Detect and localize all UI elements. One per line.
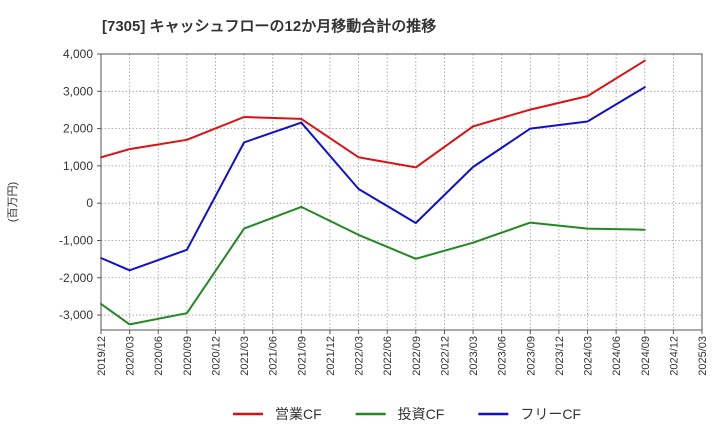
x-tick-label: 2022/06 (382, 336, 394, 376)
series-lines (100, 59, 646, 326)
plot-frame (100, 53, 703, 331)
x-tick-label: 2020/12 (210, 336, 222, 376)
x-tick-label: 2022/09 (411, 336, 423, 376)
y-tick-label: 4,000 (63, 47, 93, 61)
legend-label: 投資CF (398, 406, 445, 422)
y-tick-label: 1,000 (63, 159, 93, 173)
y-tick-label: 3,000 (63, 84, 93, 98)
x-tick-label: 2023/09 (525, 336, 537, 376)
series-line (100, 205, 646, 326)
x-tick-label: 2022/03 (354, 336, 366, 376)
y-tick-label: -1,000 (59, 233, 93, 247)
x-tick-label: 2024/09 (640, 336, 652, 376)
x-tick-label: 2024/03 (583, 336, 595, 376)
x-tick-label: 2021/03 (239, 336, 251, 376)
x-tick-label: 2020/03 (125, 336, 137, 376)
x-tick-label: 2021/12 (325, 336, 337, 376)
x-tick-label: 2024/06 (611, 336, 623, 376)
x-tick-label: 2022/12 (439, 336, 451, 376)
x-tick-label: 2023/03 (468, 336, 480, 376)
legend-label: フリーCF (520, 406, 581, 422)
x-tick-label: 2019/12 (96, 336, 108, 376)
y-tick-label: -3,000 (59, 308, 93, 322)
x-tick-label: 2021/09 (296, 336, 308, 376)
x-tick-label: 2020/06 (153, 336, 165, 376)
legend-label: 営業CF (275, 406, 322, 422)
x-tick-label: 2023/12 (554, 336, 566, 376)
y-axis-label: (百万円) (7, 182, 19, 222)
y-tick-label: -2,000 (59, 271, 93, 285)
series-line (100, 59, 646, 169)
x-tick-label: 2023/06 (497, 336, 509, 376)
x-tick-label: 2025/03 (697, 336, 709, 376)
axes: 4,0003,0002,0001,0000-1,000-2,000-3,0002… (59, 47, 709, 376)
y-tick-label: 0 (86, 196, 93, 210)
x-tick-label: 2024/12 (668, 336, 680, 376)
legend: 営業CF 投資CF フリーCF (233, 406, 581, 422)
series-line (100, 86, 646, 272)
y-tick-label: 2,000 (63, 122, 93, 136)
grid (100, 53, 703, 330)
x-tick-label: 2021/06 (268, 336, 280, 376)
chart-title: [7305] キャッシュフローの12か月移動合計の推移 (102, 17, 436, 35)
x-tick-label: 2020/09 (182, 336, 194, 376)
